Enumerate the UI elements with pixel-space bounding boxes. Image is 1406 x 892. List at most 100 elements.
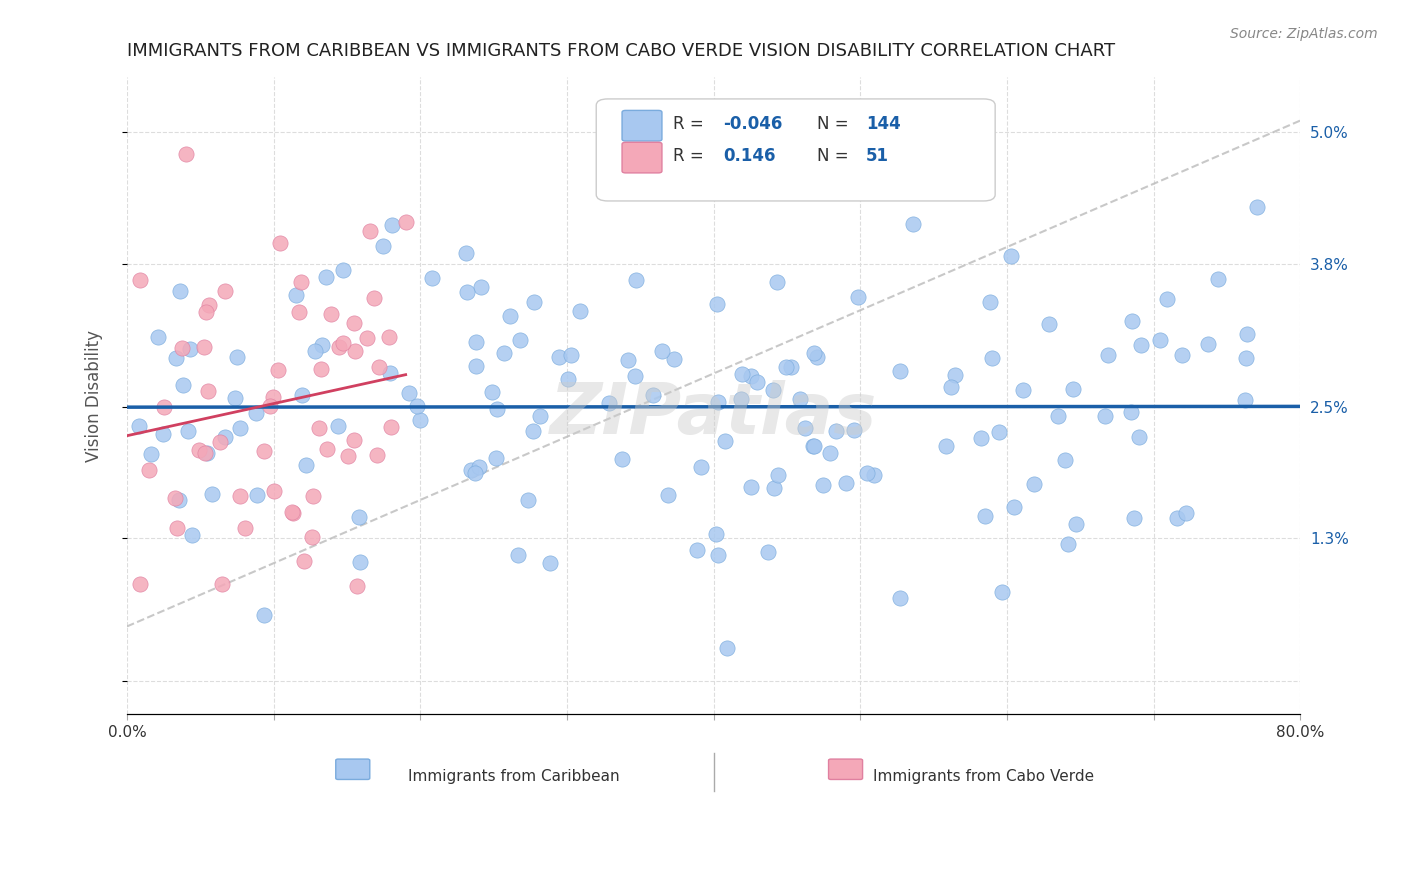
Point bbox=[420, 270, 443, 285]
Point bbox=[193, 340, 215, 354]
Text: Source: ZipAtlas.com: Source: ZipAtlas.com bbox=[1230, 27, 1378, 41]
Point bbox=[1097, 348, 1119, 362]
FancyBboxPatch shape bbox=[828, 759, 862, 780]
Point bbox=[226, 351, 249, 365]
Point bbox=[165, 491, 187, 506]
Text: ZIPatlas: ZIPatlas bbox=[550, 380, 877, 450]
FancyBboxPatch shape bbox=[336, 759, 370, 780]
Point bbox=[291, 388, 314, 402]
Point bbox=[1156, 293, 1178, 307]
Point bbox=[454, 245, 477, 260]
Point bbox=[1038, 317, 1060, 331]
Text: N =: N = bbox=[817, 146, 853, 165]
Point bbox=[1002, 500, 1025, 514]
Point bbox=[1000, 249, 1022, 263]
Point bbox=[371, 239, 394, 253]
Point bbox=[308, 420, 330, 434]
Point bbox=[780, 360, 803, 375]
Point bbox=[1054, 453, 1077, 467]
Point bbox=[343, 344, 366, 359]
Point bbox=[981, 351, 1004, 365]
Point bbox=[316, 442, 339, 456]
Point bbox=[529, 409, 551, 423]
Point bbox=[707, 548, 730, 562]
Text: 0.146: 0.146 bbox=[723, 146, 776, 165]
Point bbox=[485, 450, 508, 465]
Point bbox=[801, 439, 824, 453]
Point bbox=[214, 284, 236, 298]
Point bbox=[706, 297, 728, 311]
Y-axis label: Vision Disability: Vision Disability bbox=[86, 329, 103, 461]
Point bbox=[315, 269, 337, 284]
Point bbox=[211, 577, 233, 591]
Point bbox=[1062, 382, 1084, 396]
Point bbox=[253, 444, 276, 458]
Point bbox=[169, 284, 191, 298]
Point bbox=[731, 368, 754, 382]
Point bbox=[657, 488, 679, 502]
Point bbox=[332, 335, 354, 350]
Point bbox=[560, 348, 582, 362]
Point bbox=[179, 342, 201, 356]
Point bbox=[835, 475, 858, 490]
Point bbox=[301, 530, 323, 544]
Point bbox=[290, 275, 312, 289]
Point bbox=[356, 331, 378, 345]
Point bbox=[499, 309, 522, 323]
Text: N =: N = bbox=[817, 115, 853, 133]
Point bbox=[349, 555, 371, 569]
Point bbox=[188, 442, 211, 457]
Point bbox=[1236, 327, 1258, 342]
Point bbox=[756, 545, 779, 559]
Point bbox=[1130, 337, 1153, 351]
Point bbox=[467, 459, 489, 474]
Point bbox=[1046, 409, 1069, 424]
Point bbox=[935, 439, 957, 453]
Point bbox=[1123, 511, 1146, 525]
Point bbox=[311, 338, 333, 352]
Point bbox=[969, 431, 991, 445]
Point bbox=[1206, 271, 1229, 285]
Point bbox=[740, 479, 762, 493]
Point bbox=[987, 425, 1010, 439]
Point bbox=[470, 279, 492, 293]
Point bbox=[349, 509, 371, 524]
Point bbox=[547, 350, 569, 364]
Point bbox=[1064, 516, 1087, 531]
Point bbox=[612, 452, 634, 467]
Point bbox=[343, 317, 366, 331]
Point bbox=[259, 399, 281, 413]
Point bbox=[730, 392, 752, 407]
Point bbox=[319, 307, 342, 321]
Point bbox=[598, 396, 620, 410]
Point bbox=[152, 427, 174, 442]
Point bbox=[304, 344, 326, 359]
Point bbox=[405, 400, 427, 414]
Point bbox=[714, 434, 737, 448]
Point bbox=[363, 291, 385, 305]
Point bbox=[979, 295, 1001, 310]
Point bbox=[229, 489, 252, 503]
FancyBboxPatch shape bbox=[596, 99, 995, 201]
Point bbox=[1094, 409, 1116, 423]
Point bbox=[1056, 537, 1078, 551]
Point bbox=[337, 449, 360, 463]
Point bbox=[1128, 430, 1150, 444]
Point bbox=[295, 458, 318, 472]
Point bbox=[280, 505, 302, 519]
Point bbox=[624, 369, 647, 384]
Point bbox=[1246, 200, 1268, 214]
Point bbox=[1012, 383, 1035, 397]
Point bbox=[381, 218, 404, 232]
Point bbox=[332, 263, 354, 277]
Point bbox=[284, 288, 307, 302]
Text: -0.046: -0.046 bbox=[723, 115, 782, 133]
Point bbox=[208, 435, 231, 450]
Point bbox=[745, 375, 768, 389]
Point bbox=[763, 481, 786, 495]
Point bbox=[1149, 333, 1171, 347]
Point bbox=[246, 488, 269, 502]
Point bbox=[366, 448, 388, 462]
Point bbox=[302, 489, 325, 503]
Point bbox=[686, 542, 709, 557]
